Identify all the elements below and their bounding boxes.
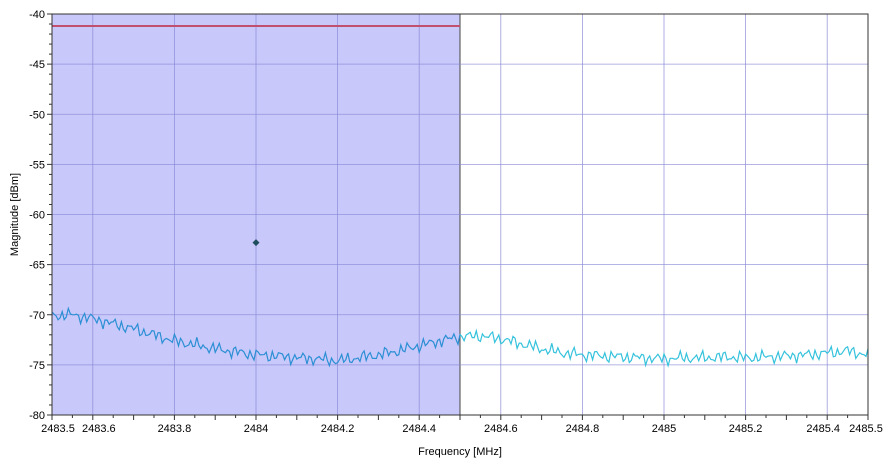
x-tick-label: 2483.5 [41,423,75,435]
y-tick-label: -75 [29,360,45,372]
y-tick-label: -45 [29,59,45,71]
y-axis-title: Magnitude [dBm] [9,173,21,256]
x-tick-label: 2483.6 [82,423,116,435]
x-tick-label: 2485.2 [729,423,763,435]
x-tick-label: 2483.8 [158,423,192,435]
series-line-out-band [459,328,869,368]
y-tick-label: -55 [29,159,45,171]
x-tick-label: 2484.8 [566,423,600,435]
y-tick-label: -60 [29,210,45,222]
y-tick-label: -80 [29,410,45,422]
x-tick-label: 2484 [244,423,268,435]
y-tick-label: -50 [29,109,45,121]
x-tick-label: 2484.6 [484,423,518,435]
series-line-in-band [51,306,461,368]
x-tick-label: 2484.4 [402,423,436,435]
x-tick-label: 2485.5 [849,423,883,435]
y-tick-label: -65 [29,260,45,272]
y-tick-label: -40 [29,9,45,21]
x-tick-label: 2485 [652,423,676,435]
x-axis-title: Frequency [MHz] [418,446,502,458]
y-tick-label: -70 [29,310,45,322]
x-tick-label: 2485.4 [806,423,840,435]
marker-point [252,239,260,247]
x-tick-label: 2484.2 [321,423,355,435]
